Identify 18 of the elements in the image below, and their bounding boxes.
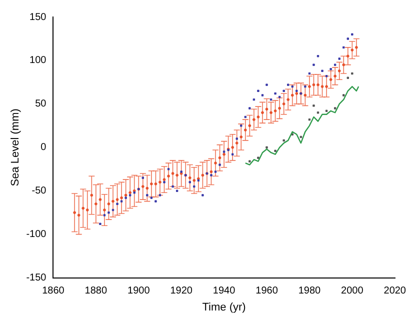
x-tick-label: 1860 [42, 286, 65, 297]
y-tick-label: -100 [26, 229, 47, 240]
y-tick-label: -50 [32, 186, 47, 197]
x-tick-label: 1880 [84, 286, 108, 297]
y-tick-label: -150 [26, 272, 47, 284]
x-tick-label: 1900 [128, 286, 150, 297]
x-tick-label: 2000 [341, 286, 364, 297]
y-axis-title: Sea Level (mm) [10, 108, 22, 186]
x-tick-label: 1980 [298, 286, 322, 297]
x-tick-label: 1940 [212, 286, 236, 297]
x-tick-label: 1920 [170, 286, 193, 297]
y-tick-label: 0 [40, 142, 47, 154]
y-tick-label: 150 [30, 12, 47, 23]
x-tick-label: 1960 [256, 286, 278, 297]
y-tick-label: 50 [35, 98, 47, 110]
y-tick-label: 100 [30, 55, 47, 66]
x-tick-label: 2020 [384, 286, 406, 297]
x-axis-title: Time (yr) [202, 301, 246, 314]
